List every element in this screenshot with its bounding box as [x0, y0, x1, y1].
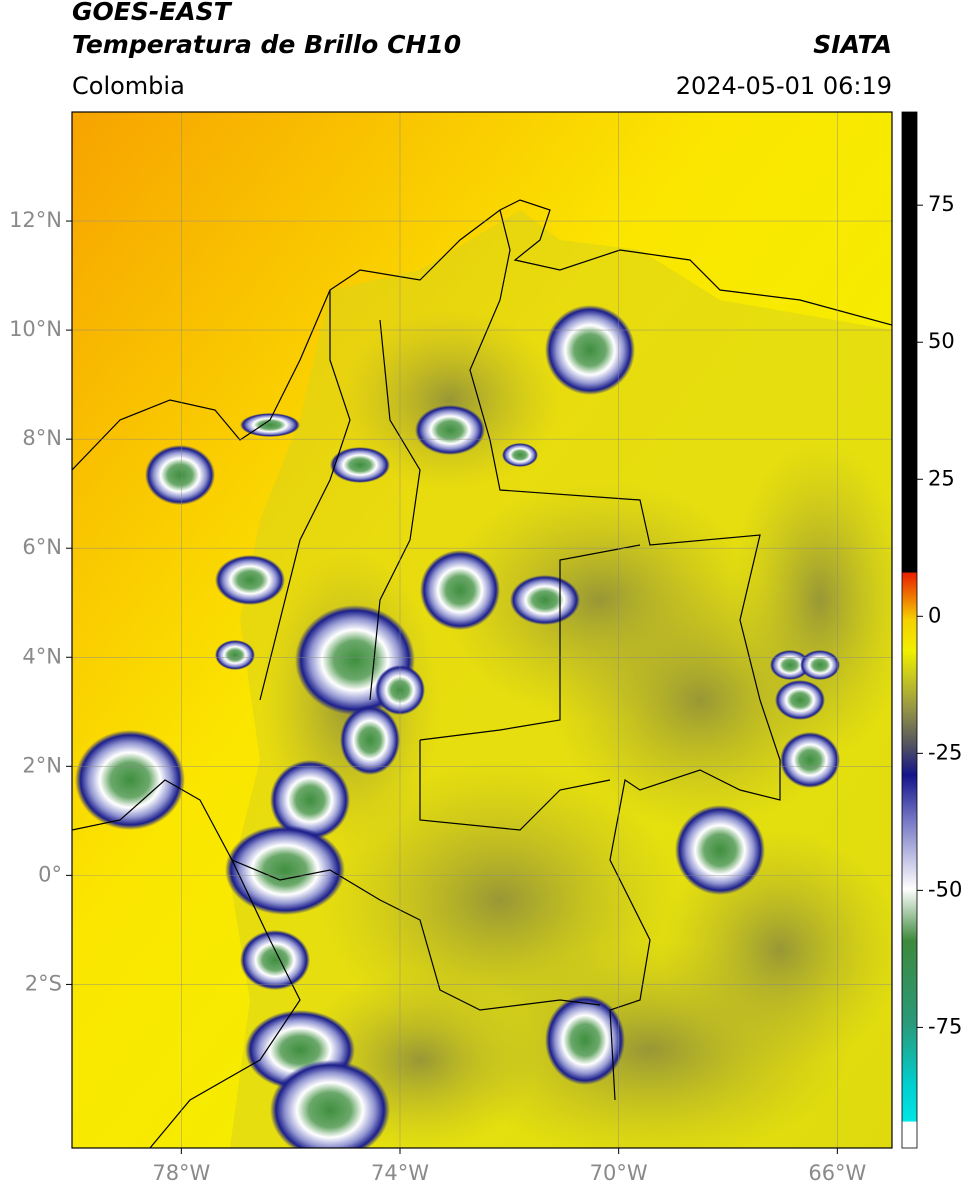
- y-tick-label: 2°N: [22, 753, 62, 777]
- cloud: [502, 443, 538, 467]
- shade: [730, 440, 892, 760]
- colorbar-tick-label: 50: [928, 329, 955, 353]
- cloud: [415, 405, 485, 455]
- y-tick-label: 0°: [38, 862, 62, 886]
- datetime: 2024-05-01 06:19: [676, 72, 892, 100]
- cloud: [545, 995, 625, 1085]
- map-frame: [71, 111, 893, 1149]
- cloud: [780, 732, 840, 788]
- subtitle: Temperatura de Brillo CH10: [72, 30, 461, 59]
- y-tick-label: 8°N: [22, 426, 62, 450]
- cloud: [215, 640, 255, 670]
- shade: [340, 310, 560, 490]
- cloud: [340, 705, 400, 775]
- cloud: [145, 445, 215, 505]
- cloud: [270, 760, 350, 840]
- y-tick-label: 10°N: [9, 317, 62, 341]
- y-tick-label: 2°S: [25, 971, 62, 995]
- cloud: [215, 555, 285, 605]
- source: SIATA: [813, 30, 892, 59]
- region: Colombia: [72, 72, 185, 100]
- cloud: [225, 825, 345, 915]
- colorbar-tick-label: -50: [928, 877, 962, 901]
- cloud: [800, 650, 840, 680]
- cloud: [510, 575, 580, 625]
- axes: 78°W 74°W 70°W 66°W 12°N 10°N 8°N 6°N 4°N 2°N 0° 2°…: [9, 208, 866, 1185]
- cloud: [330, 447, 390, 483]
- cloud: [270, 1060, 390, 1148]
- x-tick-label: 70°W: [590, 1161, 648, 1185]
- colorbar-tick-label: 25: [928, 466, 955, 490]
- title: GOES-EAST: [72, 0, 233, 26]
- x-tick-label: 74°W: [371, 1161, 429, 1185]
- map-image: [72, 112, 892, 1148]
- colorbar-ticks: 75 50 25 0 -25 -50 -75: [917, 192, 962, 1038]
- colorbar-tick-label: 0: [928, 603, 941, 627]
- y-tick-label: 12°N: [9, 208, 62, 232]
- cloud: [775, 680, 825, 720]
- cloud: [420, 550, 500, 630]
- land-shading: [260, 310, 892, 1148]
- cloud: [545, 305, 635, 395]
- colorbar-tick-label: -75: [928, 1014, 962, 1038]
- cloud-tops: [75, 305, 840, 1148]
- y-tick-label: 6°N: [22, 535, 62, 559]
- grid: [72, 112, 892, 1148]
- x-tick-label: 66°W: [808, 1161, 866, 1185]
- cloud: [240, 413, 300, 437]
- cloud: [75, 730, 185, 830]
- colorbar-tick-label: -25: [928, 740, 962, 764]
- colorbar-tick-label: 75: [928, 192, 955, 216]
- y-tick-label: 4°N: [22, 644, 62, 668]
- borders: [72, 199, 892, 1148]
- colorbar: [901, 111, 918, 1149]
- cloud: [240, 930, 310, 990]
- cloud: [675, 805, 765, 895]
- x-tick-label: 78°W: [152, 1161, 210, 1185]
